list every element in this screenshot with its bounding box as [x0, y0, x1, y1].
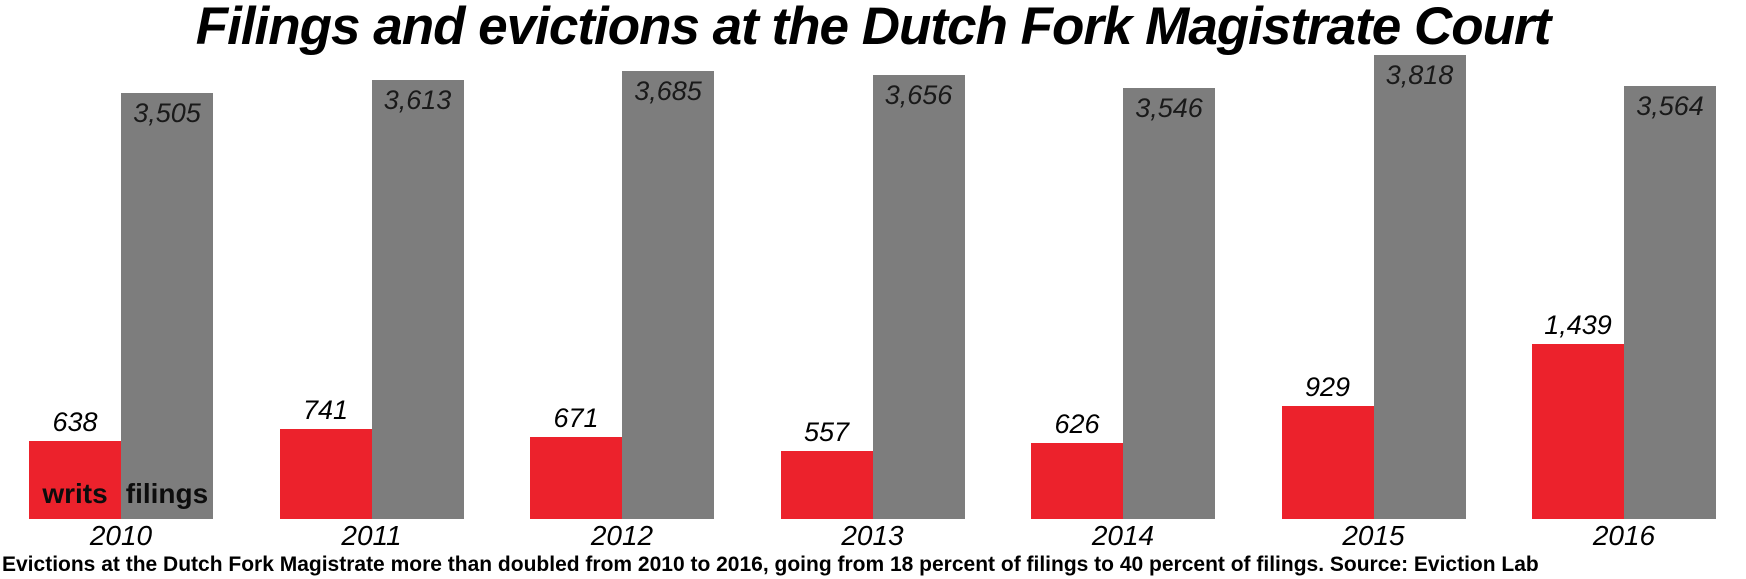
- plot-area: 638 writs 3,505 filings 2010 741 3,613 2011 671 3…: [0, 55, 1746, 553]
- filings-value-label: 3,613: [383, 85, 452, 115]
- chart-caption: Evictions at the Dutch Fork Magistrate m…: [2, 553, 1539, 576]
- filings-value-label: 3,505: [133, 98, 201, 128]
- filings-bar: 3,564: [1624, 86, 1716, 519]
- writs-value-label: 741: [302, 395, 349, 425]
- filings-value-label: 3,546: [1135, 93, 1203, 123]
- bar-pair: 638 writs 3,505 filings: [29, 55, 213, 519]
- filings-value-label: 3,564: [1636, 91, 1704, 121]
- x-axis-label-2012: 2012: [590, 520, 654, 551]
- writs-bar: 557: [780, 417, 873, 519]
- bar-pair: 1,439 3,564: [1532, 55, 1716, 519]
- bar-pair: 741 3,613: [279, 55, 464, 519]
- writs-value-label: 1,439: [1544, 310, 1612, 340]
- x-axis-label-2014: 2014: [1091, 520, 1155, 551]
- writs-bar: 626: [1031, 409, 1123, 519]
- filings-bar: 3,505 filings: [121, 93, 213, 519]
- filings-bar: 3,613: [371, 80, 464, 519]
- bar-group-2015: 929 3,818 2015: [1281, 55, 1466, 553]
- x-axis-label-2011: 2011: [341, 520, 402, 551]
- filings-value-label: 3,818: [1385, 60, 1454, 90]
- writs-bar: 741: [279, 395, 372, 519]
- writs-value-label: 929: [1304, 372, 1351, 402]
- bar-pair: 557 3,656: [780, 55, 965, 519]
- writs-value-label: 557: [803, 417, 850, 447]
- filings-bar: 3,546: [1123, 88, 1215, 519]
- writs-bar: 638 writs: [29, 407, 121, 519]
- filings-legend-label: filings: [125, 478, 209, 509]
- writs-bar: 1,439: [1532, 310, 1624, 519]
- bar-group-2013: 557 3,656 2013: [780, 55, 965, 553]
- filings-bar: 3,685: [622, 71, 714, 519]
- writs-value-label: 626: [1054, 409, 1100, 439]
- bar-pair: 929 3,818: [1281, 55, 1466, 519]
- bar-group-2011: 741 3,613 2011: [279, 55, 464, 553]
- filings-bar: 3,818: [1373, 55, 1466, 519]
- bar-pair: 626 3,546: [1031, 55, 1215, 519]
- bar-group-2014: 626 3,546 2014: [1031, 55, 1215, 553]
- filings-value-label: 3,685: [634, 76, 702, 106]
- writs-bar: 929: [1281, 372, 1374, 519]
- bar-group-2016: 1,439 3,564 2016: [1532, 55, 1716, 553]
- filings-value-label: 3,656: [884, 80, 953, 110]
- bar-pair: 671 3,685: [530, 55, 714, 519]
- bar-group-2010: 638 writs 3,505 filings 2010: [29, 55, 213, 553]
- writs-bar: 671: [530, 403, 622, 519]
- writs-value-label: 638: [52, 407, 98, 437]
- bar-group-2012: 671 3,685 2012: [530, 55, 714, 553]
- x-axis-label-2010: 2010: [89, 520, 153, 551]
- writs-legend-label: writs: [42, 478, 108, 509]
- chart-title: Filings and evictions at the Dutch Fork …: [195, 0, 1552, 56]
- writs-value-label: 671: [553, 403, 599, 433]
- x-axis-label-2015: 2015: [1342, 520, 1405, 551]
- x-axis-label-2016: 2016: [1592, 520, 1656, 551]
- filings-bar: 3,656: [872, 75, 965, 519]
- x-axis-label-2013: 2013: [841, 520, 904, 551]
